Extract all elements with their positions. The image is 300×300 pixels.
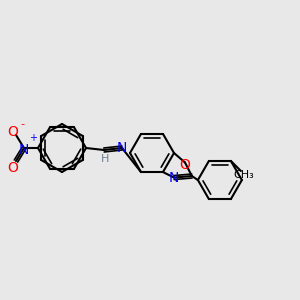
Text: N: N (117, 142, 127, 155)
Text: +: + (29, 133, 37, 143)
Text: O: O (8, 160, 18, 175)
Text: H: H (101, 154, 109, 164)
Text: -: - (20, 119, 24, 129)
Text: O: O (180, 158, 190, 172)
Text: N: N (169, 171, 179, 185)
Text: O: O (8, 124, 18, 139)
Text: N: N (19, 142, 29, 157)
Text: CH₃: CH₃ (233, 170, 254, 180)
